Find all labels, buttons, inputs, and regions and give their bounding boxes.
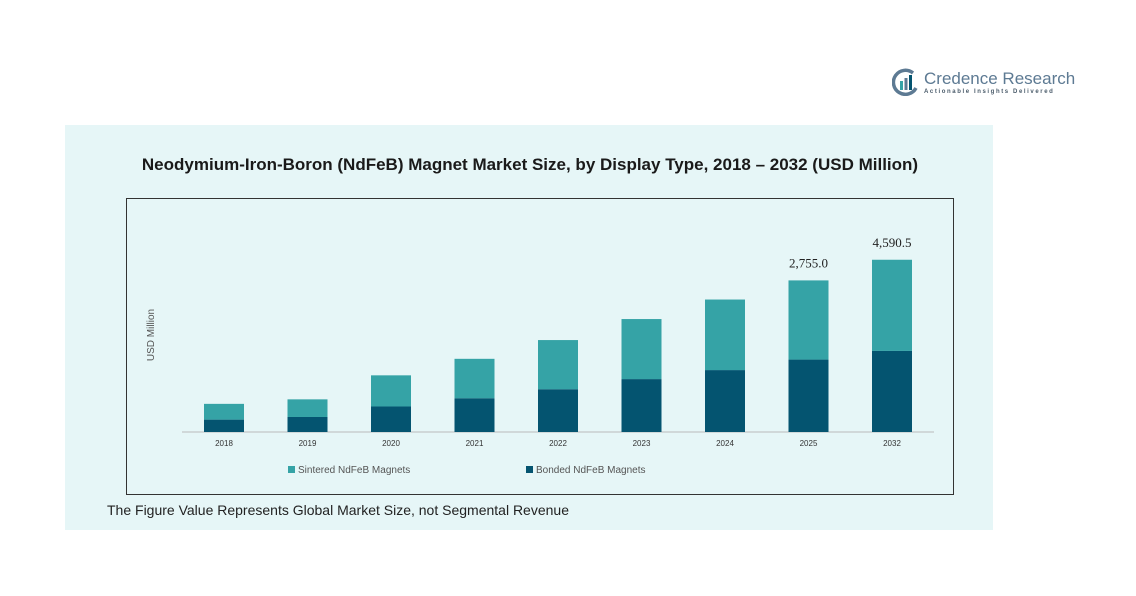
- bar-sintered-2032: [872, 259, 912, 351]
- bar-bonded-2018: [204, 419, 244, 432]
- chart-title: Neodymium-Iron-Boron (NdFeB) Magnet Mark…: [141, 155, 919, 174]
- legend-label-1: Bonded NdFeB Magnets: [536, 465, 646, 476]
- bar-sintered-2019: [287, 399, 328, 417]
- chart-footnote: The Figure Value Represents Global Marke…: [107, 502, 569, 518]
- x-tick-label: 2025: [800, 439, 818, 448]
- bar-bonded-2019: [287, 416, 328, 432]
- x-tick-label: 2032: [883, 439, 901, 448]
- legend-swatch-0: [288, 466, 295, 473]
- y-axis-label: USD Million: [146, 309, 157, 361]
- bar-sintered-2020: [371, 375, 411, 407]
- x-tick-label: 2019: [299, 439, 317, 448]
- bar-sintered-2021: [454, 358, 495, 399]
- bar-bonded-2032: [872, 350, 912, 432]
- x-tick-label: 2022: [549, 439, 567, 448]
- x-tick-label: 2021: [466, 439, 484, 448]
- bar-bonded-2022: [538, 389, 578, 432]
- x-tick-label: 2024: [716, 439, 734, 448]
- bar-sintered-2024: [705, 299, 745, 371]
- x-tick-label: 2018: [215, 439, 233, 448]
- brand-name: Credence Research: [924, 69, 1076, 88]
- chart-frame: [126, 198, 954, 495]
- bar-bonded-2021: [454, 398, 495, 432]
- data-label-2025: 2,755.0: [789, 255, 828, 270]
- x-tick-label: 2023: [633, 439, 651, 448]
- bar-bonded-2025: [788, 359, 829, 432]
- brand-tagline: Actionable Insights Delivered: [924, 89, 1055, 95]
- chart-panel: [65, 125, 993, 530]
- bar-sintered-2022: [538, 340, 578, 390]
- legend-label-0: Sintered NdFeB Magnets: [298, 465, 410, 476]
- bar-bonded-2024: [705, 370, 745, 432]
- brand-logo: Credence Research Actionable Insights De…: [892, 68, 1082, 102]
- legend-swatch-1: [526, 466, 533, 473]
- x-tick-label: 2020: [382, 439, 400, 448]
- bar-bonded-2023: [621, 379, 662, 432]
- credence-logo-icon: [892, 68, 918, 96]
- bar-sintered-2018: [204, 403, 244, 420]
- data-label-2032: 4,590.5: [873, 235, 912, 250]
- bar-sintered-2023: [621, 319, 662, 380]
- bar-bonded-2020: [371, 406, 411, 432]
- bar-sintered-2025: [788, 280, 829, 360]
